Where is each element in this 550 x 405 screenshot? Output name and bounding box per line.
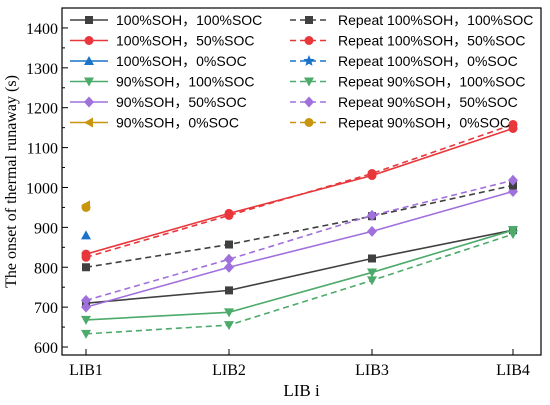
legend-marker [84,36,94,45]
y-tick-label: 900 [34,220,58,237]
data-point [81,252,91,262]
legend-label: Repeat 100%SOH，0%SOC [338,53,518,69]
data-point [81,202,91,212]
y-tick-label: 1000 [26,180,58,197]
legend-marker [85,16,93,24]
x-tick-label: LIB4 [496,362,530,379]
legend-label: 100%SOH，0%SOC [116,53,247,69]
data-point [81,294,91,306]
series-line [85,229,514,321]
data-point [81,315,91,325]
legend-marker [303,55,315,66]
data-point [82,263,90,272]
data-point [508,230,518,240]
legend-marker [304,36,314,45]
legend-label: 90%SOH，100%SOC [116,74,255,90]
legend-marker [84,56,94,65]
legend-marker [84,96,94,108]
legend-marker [304,77,314,87]
x-tick-label: LIB2 [212,362,246,379]
legend-marker [84,77,94,87]
data-point [81,230,91,240]
x-axis-label: LIB i [283,381,320,400]
legend-marker [84,117,93,128]
y-tick-label: 1400 [26,21,58,38]
y-tick-label: 600 [34,340,58,357]
series-line [85,127,514,255]
data-point [367,268,377,278]
data-point [508,119,518,129]
data-point [224,210,234,220]
series-line [85,229,514,304]
plot-area [81,119,518,339]
y-tick-label: 1300 [26,61,58,78]
data-point [508,174,518,186]
series-line [85,123,514,259]
data-point [225,240,233,249]
data-point [81,329,91,339]
data-point [367,169,377,179]
legend-label: Repeat 90%SOH，50%SOC [338,94,518,110]
y-tick-label: 800 [34,260,58,277]
y-axis-label: The onset of thermal runaway (s) [3,75,20,288]
legend-label: 100%SOH，100%SOC [116,12,262,28]
series-line [85,190,514,308]
legend-label: Repeat 100%SOH，50%SOC [338,33,526,49]
y-tick-label: 1200 [26,101,58,118]
y-tick-label: 1100 [27,141,58,158]
data-point [367,276,377,286]
axes: 600 700 800 900 1000 1100 1200 1300 1400 LIB1 LIB2… [26,7,542,379]
series-line [85,179,514,302]
legend-label: Repeat 90%SOH，100%SOC [338,74,526,90]
data-point [224,308,234,318]
x-tick-label: LIB3 [355,362,389,379]
data-point [225,286,233,295]
data-point [368,254,376,263]
legend-label: Repeat 90%SOH，0%SOC [338,115,510,131]
legend-label: 90%SOH，50%SOC [116,94,247,110]
legend-marker [304,96,314,108]
series-line [85,233,514,335]
data-point [367,209,377,221]
legend-marker [304,118,314,127]
legend-label: 100%SOH，50%SOC [116,33,255,49]
plot-frame [61,7,542,356]
y-tick-label: 700 [34,300,58,317]
data-point [367,225,377,237]
data-point [224,321,234,331]
data-point [224,261,234,273]
legend: 100%SOH，100%SOC 100%SOH，50%SOC 100%SOH，0%S… [70,12,533,131]
legend-label: Repeat 100%SOH，100%SOC [338,12,533,28]
series-line [85,184,514,269]
data-point [81,301,91,313]
legend-label: 90%SOH，0%SOC [116,115,239,131]
x-tick-label: LIB1 [69,362,103,379]
data-point [224,253,234,265]
legend-marker [305,16,313,24]
